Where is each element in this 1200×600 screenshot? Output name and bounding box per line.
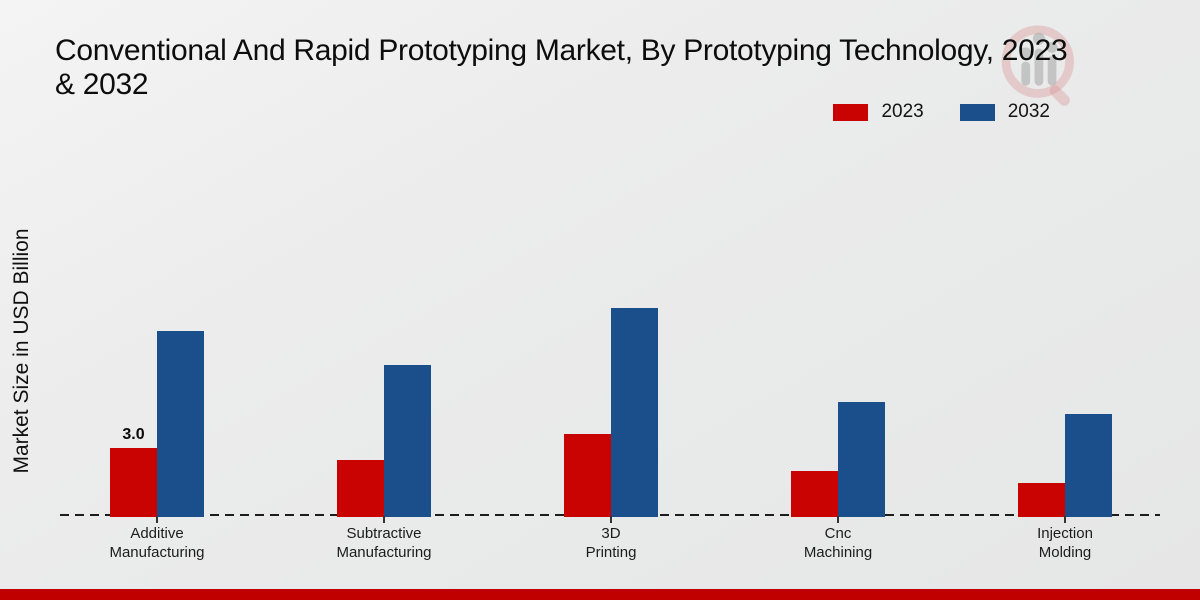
legend-swatch: [833, 103, 869, 121]
bar-group: [791, 100, 885, 517]
x-axis-category-label: Subtractive Manufacturing: [336, 525, 432, 561]
bar-group: [337, 100, 431, 517]
legend-item-2032: 2032: [959, 101, 1050, 123]
brand-logo-icon: [1001, 25, 1074, 106]
legend: 2023 2032: [833, 101, 1050, 123]
legend-label: 2032: [1007, 101, 1050, 122]
x-axis-category-label: Injection Molding: [1037, 525, 1093, 561]
bar-group: [1018, 100, 1112, 517]
x-axis-tick: [383, 516, 385, 523]
bar-2023: [564, 434, 611, 517]
legend-item-2023: 2023: [833, 101, 924, 123]
bar-group: 3.0: [110, 100, 204, 517]
x-axis-tick: [156, 516, 158, 523]
x-axis-category-label: 3D Printing: [585, 525, 637, 561]
x-axis-tick: [1064, 516, 1066, 523]
bar-2023: [337, 459, 384, 517]
chart-title: Conventional And Rapid Prototyping Marke…: [55, 34, 1068, 101]
plot-area: 3.0: [60, 100, 1160, 517]
x-axis-tick: [610, 516, 612, 523]
bar-2032: [384, 365, 431, 517]
bar-2023: [1018, 482, 1065, 517]
legend-label: 2023: [881, 101, 924, 122]
x-axis-category-label: Additive Manufacturing: [109, 525, 205, 561]
bar-group: [564, 100, 658, 517]
x-axis-tick: [837, 516, 839, 523]
y-axis-label: Market Size in USD Billion: [10, 228, 33, 474]
legend-swatch: [959, 103, 995, 121]
bar-2032: [157, 330, 204, 517]
x-axis-category-label: Cnc Machining: [803, 525, 873, 561]
bar-2032: [611, 307, 658, 517]
bar-2032: [1065, 413, 1112, 517]
bar-2023: [791, 471, 838, 517]
bar-2032: [838, 402, 885, 517]
bar-2023: [110, 448, 157, 517]
footer-accent-bar: [0, 589, 1200, 600]
bar-value-label: 3.0: [122, 426, 145, 443]
